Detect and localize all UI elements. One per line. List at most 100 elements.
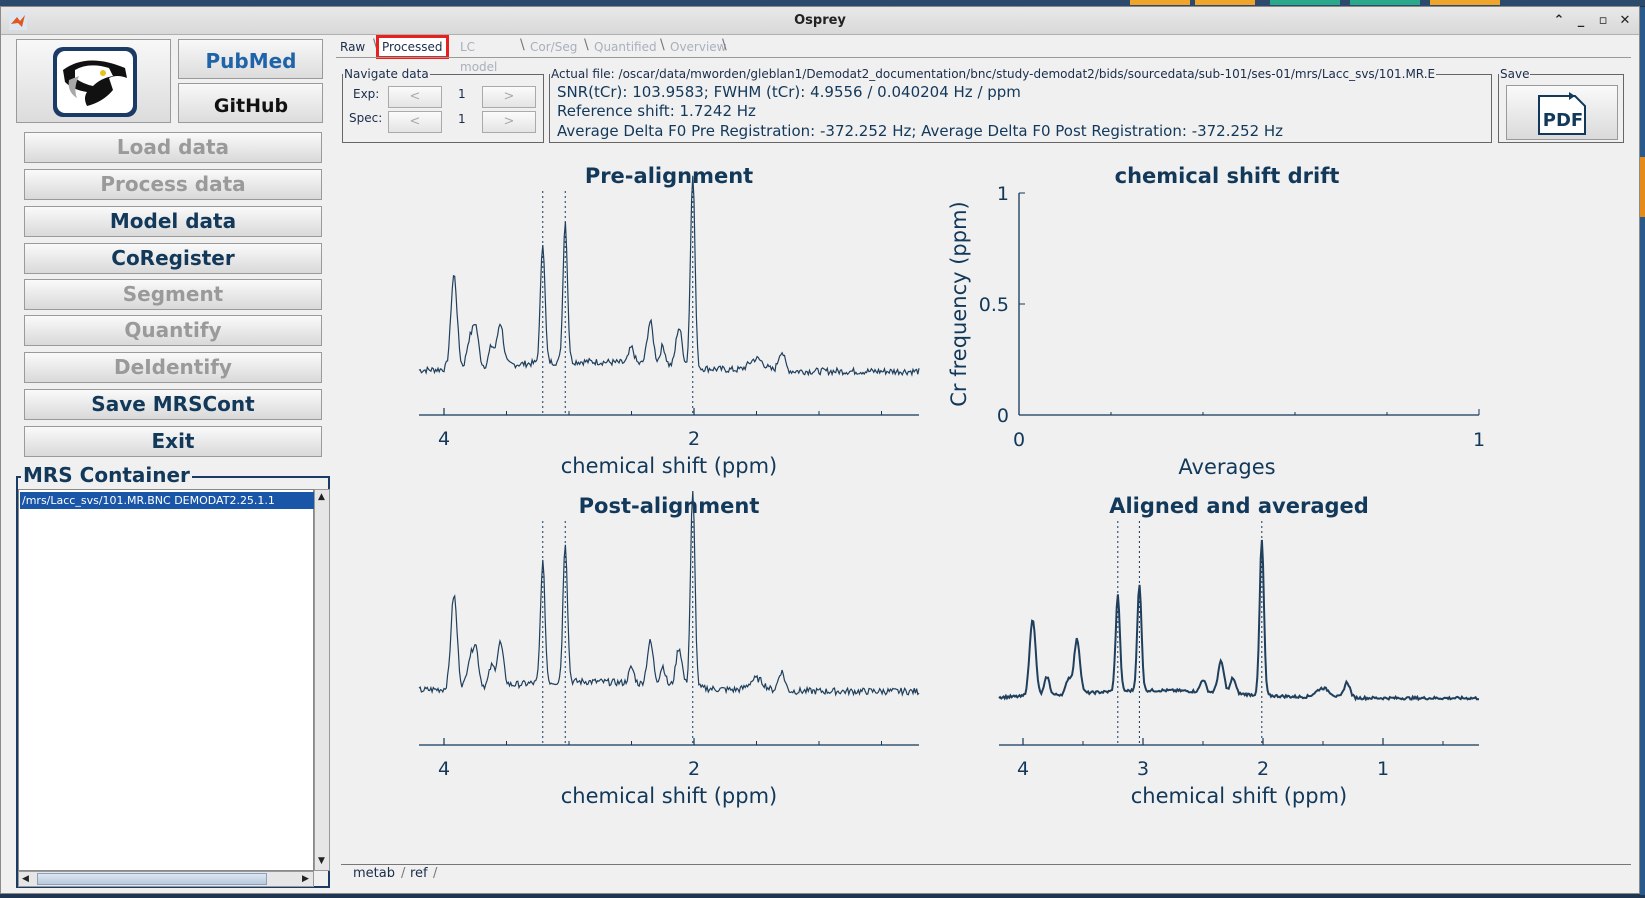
- tab-separator: \: [584, 37, 589, 53]
- osprey-window: Osprey ⌃ _ ▫ ✕ PubMed GitHub Load data Pr…: [0, 6, 1645, 895]
- process-data-button[interactable]: Process data: [24, 169, 322, 200]
- vertical-scrollbar[interactable]: ▲ ▼: [314, 489, 330, 871]
- navigate-data-group: Navigate data: [342, 67, 544, 143]
- tab-separator: /: [433, 866, 438, 881]
- x-tick-label: 1: [1377, 758, 1389, 780]
- tab-ref[interactable]: ref: [410, 866, 428, 881]
- pubmed-logo-text: PubMed: [206, 49, 297, 73]
- scroll-up-icon[interactable]: ▲: [318, 492, 325, 502]
- segment-button[interactable]: Segment: [24, 279, 322, 310]
- scroll-left-icon[interactable]: ◀: [22, 874, 29, 884]
- mrs-container-title: MRS Container: [21, 463, 192, 487]
- taskbar-tab: [1195, 0, 1255, 5]
- info-text-area: SNR(tCr): 103.9583; FWHM (tCr): 4.9556 /…: [551, 83, 1489, 141]
- tab-lc-model[interactable]: LC model: [460, 40, 498, 74]
- y-axis-label: Cr frequency (ppm): [947, 201, 971, 406]
- desktop-edge: [1640, 7, 1645, 895]
- chart-title: Post-alignment: [579, 494, 760, 518]
- tab-cor-seg[interactable]: Cor/Seg: [530, 40, 578, 54]
- desktop-strip: [0, 0, 1645, 6]
- file-info-group: Actual file: /oscar/data/mworden/gleblan…: [549, 67, 1492, 143]
- scroll-down-icon[interactable]: ▼: [318, 856, 325, 866]
- x-tick-label: 4: [1017, 758, 1029, 780]
- pubmed-logo-icon: PubMed: [206, 49, 297, 73]
- save-pdf-button[interactable]: PDF: [1506, 85, 1618, 140]
- taskbar-tab: [1430, 0, 1500, 5]
- bottom-tab-divider: [341, 864, 1631, 865]
- scroll-thumb[interactable]: [37, 873, 267, 885]
- minimize-icon[interactable]: _: [1577, 13, 1585, 28]
- x-axis-label: Averages: [1178, 455, 1275, 479]
- horizontal-scrollbar[interactable]: ◀ ▶: [18, 871, 314, 887]
- tab-divider: [336, 57, 1631, 58]
- window-title: Osprey: [794, 13, 846, 28]
- y-tick-label: 0: [997, 405, 1009, 427]
- tab-separator: /: [401, 866, 406, 881]
- spectrum-line: [418, 175, 920, 377]
- tab-raw[interactable]: Raw: [340, 40, 366, 54]
- x-tick-label: 1: [1473, 429, 1485, 451]
- spec-next-button[interactable]: >: [482, 111, 536, 133]
- snr-info: SNR(tCr): 103.9583; FWHM (tCr): 4.9556 /…: [557, 83, 1021, 101]
- coregister-button[interactable]: CoRegister: [24, 243, 322, 274]
- mrs-container-list[interactable]: /mrs/Lacc_svs/101.MR.BNC DEMODAT2.25.1.1: [18, 489, 314, 871]
- x-axis-label: chemical shift (ppm): [1131, 784, 1348, 808]
- taskbar-tab: [1270, 0, 1340, 5]
- exp-next-button[interactable]: >: [482, 86, 536, 108]
- chart-title: Pre-alignment: [585, 164, 753, 188]
- quantify-button[interactable]: Quantify: [24, 315, 322, 346]
- github-button[interactable]: GitHub: [178, 83, 323, 123]
- x-tick-label: 4: [438, 758, 450, 780]
- navigate-data-title: Navigate data: [344, 67, 429, 81]
- spec-label: Spec:: [349, 111, 383, 125]
- osprey-logo-button[interactable]: [16, 39, 171, 123]
- x-axis-label: chemical shift (ppm): [561, 784, 778, 808]
- save-mrscont-button[interactable]: Save MRSCont: [24, 389, 322, 420]
- y-tick-label: 0.5: [979, 294, 1009, 316]
- tab-quantified[interactable]: Quantified: [594, 40, 657, 54]
- save-group: Save: [1498, 67, 1624, 143]
- matlab-icon: [9, 12, 27, 30]
- close-icon[interactable]: ✕: [1619, 13, 1631, 28]
- x-tick-label: 4: [438, 428, 450, 450]
- save-title: Save: [1500, 67, 1530, 81]
- taskbar-tab: [1130, 0, 1190, 5]
- exp-prev-button[interactable]: <: [388, 86, 442, 108]
- scroll-right-icon[interactable]: ▶: [302, 874, 309, 884]
- tab-processed[interactable]: Processed: [376, 35, 449, 59]
- spec-prev-button[interactable]: <: [388, 111, 442, 133]
- pdf-label: PDF: [1543, 110, 1583, 131]
- spectrum-line: [418, 490, 920, 697]
- reference-shift-info: Reference shift: 1.7242 Hz: [557, 102, 756, 120]
- collapse-icon[interactable]: ⌃: [1553, 13, 1565, 28]
- delta-f0-info: Average Delta F0 Pre Registration: -372.…: [557, 122, 1284, 140]
- x-tick-label: 2: [688, 428, 700, 450]
- spectrum-line: [998, 539, 1480, 702]
- actual-file-label: Actual file: /oscar/data/mworden/gleblan…: [551, 67, 1436, 81]
- deidentify-button[interactable]: DeIdentify: [24, 352, 322, 383]
- spec-value: 1: [458, 112, 466, 126]
- maximize-icon[interactable]: ▫: [1598, 13, 1608, 28]
- tab-separator: \: [520, 37, 525, 53]
- x-tick-label: 3: [1137, 758, 1149, 780]
- tab-metab[interactable]: metab: [353, 866, 395, 881]
- pdf-icon: PDF: [1538, 92, 1586, 135]
- exp-value: 1: [458, 87, 466, 101]
- chart-title: Aligned and averaged: [1109, 494, 1369, 518]
- tab-overview[interactable]: Overview: [670, 40, 727, 54]
- y-tick-label: 1: [997, 183, 1009, 205]
- list-item[interactable]: /mrs/Lacc_svs/101.MR.BNC DEMODAT2.25.1.1: [20, 492, 314, 509]
- taskbar-tab: [1350, 0, 1420, 5]
- load-data-button[interactable]: Load data: [24, 132, 322, 163]
- tab-separator: \: [373, 37, 378, 53]
- pubmed-button[interactable]: PubMed: [178, 39, 323, 79]
- titlebar: Osprey ⌃ _ ▫ ✕: [1, 7, 1639, 35]
- exit-button[interactable]: Exit: [24, 426, 322, 457]
- tab-separator: \: [660, 37, 665, 53]
- chart-title: chemical shift drift: [1115, 164, 1340, 188]
- model-data-button[interactable]: Model data: [24, 206, 322, 237]
- x-tick-label: 2: [1257, 758, 1269, 780]
- github-logo-text: GitHub: [214, 95, 288, 117]
- x-tick-label: 2: [688, 758, 700, 780]
- exp-label: Exp:: [353, 87, 380, 101]
